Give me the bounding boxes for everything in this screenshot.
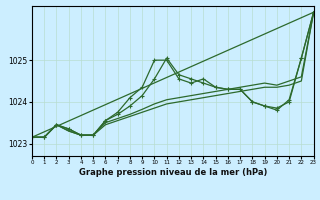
X-axis label: Graphe pression niveau de la mer (hPa): Graphe pression niveau de la mer (hPa) [79, 168, 267, 177]
